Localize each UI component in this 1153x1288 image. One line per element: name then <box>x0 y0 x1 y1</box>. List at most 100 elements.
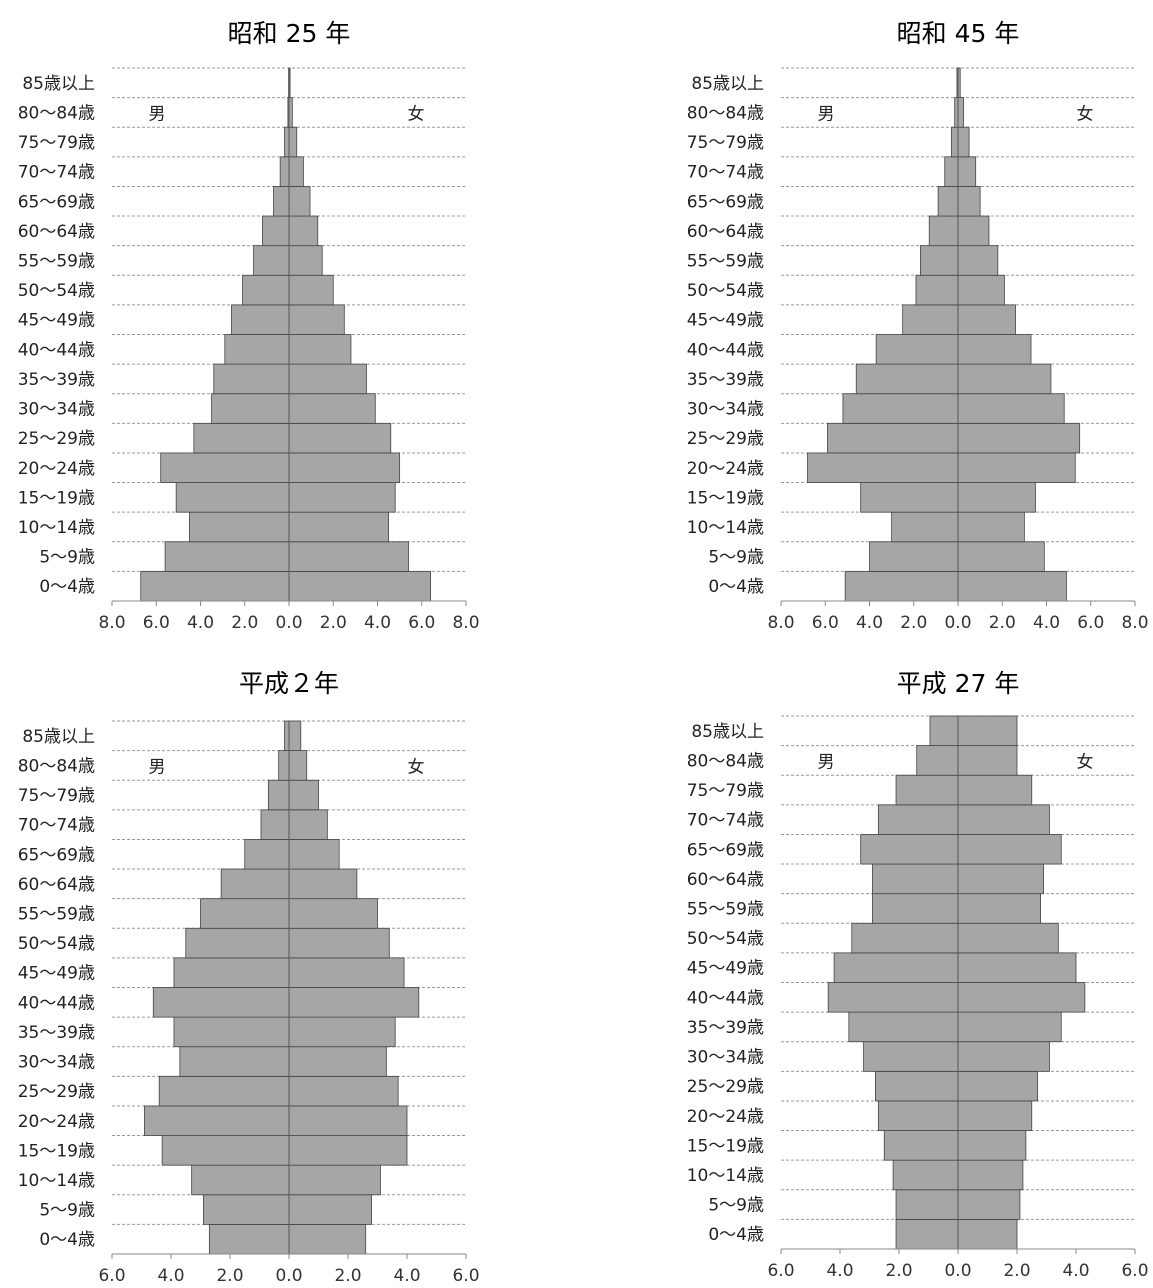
x-tick-label: 0.0 <box>275 1266 302 1286</box>
bar-female <box>957 1159 1024 1191</box>
age-label: 25～29歳 <box>687 429 764 449</box>
bar-female <box>288 393 376 424</box>
age-label: 60～64歳 <box>18 222 95 242</box>
male-label: 男 <box>818 752 835 772</box>
x-tick-label: 2.0 <box>885 1261 912 1281</box>
x-tick-label: 4.0 <box>856 613 883 633</box>
age-label: 5～9歳 <box>39 548 95 568</box>
age-label: 35～39歳 <box>687 1018 764 1038</box>
x-tick-label: 4.0 <box>187 613 214 633</box>
age-label: 45～49歳 <box>687 311 764 331</box>
female-label: 女 <box>1077 752 1094 772</box>
x-tick-label: 8.0 <box>1121 613 1148 633</box>
age-label: 25～29歳 <box>18 429 95 449</box>
age-label: 45～49歳 <box>687 959 764 979</box>
bar-female <box>957 334 1032 365</box>
x-tick-label: 2.0 <box>216 1266 243 1286</box>
age-label: 30～34歳 <box>18 1053 95 1073</box>
age-label: 80～84歳 <box>18 103 95 123</box>
age-label: 85歳以上 <box>22 74 95 94</box>
x-tick-label: 8.0 <box>98 613 125 633</box>
age-label: 65～69歳 <box>687 192 764 212</box>
x-tick-label: 4.0 <box>1062 1261 1089 1281</box>
bar-female <box>957 274 1005 306</box>
age-label: 30～34歳 <box>687 1048 764 1068</box>
bar-male <box>902 304 959 335</box>
bar-female <box>957 570 1067 602</box>
bar-male <box>211 393 290 424</box>
age-label: 40～44歳 <box>687 988 764 1008</box>
chart-title: 平成２年 <box>238 669 339 698</box>
age-label: 55～59歳 <box>687 899 764 919</box>
bar-male <box>152 987 290 1018</box>
age-label: 55～59歳 <box>687 251 764 271</box>
male-label: 男 <box>149 104 166 124</box>
bar-female <box>957 1041 1050 1072</box>
age-label: 85歳以上 <box>691 74 764 94</box>
bar-male <box>185 927 290 959</box>
bar-female <box>288 274 334 306</box>
age-label: 75～79歳 <box>687 781 764 801</box>
age-label: 20～24歳 <box>18 459 95 479</box>
x-tick-label: 6.0 <box>452 1266 479 1286</box>
age-label: 35～39歳 <box>18 1023 95 1043</box>
age-label: 60～64歳 <box>687 222 764 242</box>
bar-female <box>957 834 1062 865</box>
age-label: 50～54歳 <box>18 934 95 954</box>
bar-female <box>288 422 392 454</box>
x-tick-label: 6.0 <box>767 1261 794 1281</box>
age-label: 60～64歳 <box>687 870 764 890</box>
bar-male <box>807 452 959 483</box>
bar-male <box>173 957 290 988</box>
male-label: 男 <box>149 757 166 777</box>
age-label: 30～34歳 <box>18 400 95 420</box>
x-tick-label: 2.0 <box>231 613 258 633</box>
bar-female <box>288 245 323 276</box>
bar-female <box>957 511 1025 543</box>
age-label: 65～69歳 <box>18 845 95 865</box>
bar-female <box>288 1194 372 1225</box>
bar-female <box>957 1011 1062 1043</box>
bar-female <box>288 1046 387 1077</box>
age-label: 15～19歳 <box>687 488 764 508</box>
bar-female <box>957 745 1018 776</box>
bar-male <box>144 1105 290 1136</box>
age-label: 5～9歳 <box>708 548 764 568</box>
age-label: 35～39歳 <box>687 370 764 390</box>
bar-female <box>957 715 1018 747</box>
bar-male <box>860 482 959 513</box>
x-tick-label: 4.0 <box>157 1266 184 1286</box>
chart-title: 昭和 45 年 <box>896 19 1020 48</box>
bar-male <box>848 1011 959 1043</box>
age-label: 10～14歳 <box>687 1166 764 1186</box>
bar-female <box>288 809 328 840</box>
x-tick-label: 2.0 <box>1003 1261 1030 1281</box>
bar-female <box>957 541 1045 572</box>
bar-male <box>140 570 290 602</box>
age-label: 15～19歳 <box>18 488 95 508</box>
age-label: 40～44歳 <box>18 993 95 1013</box>
bar-male <box>189 511 290 543</box>
age-label: 50～54歳 <box>18 281 95 301</box>
age-label: 65～69歳 <box>18 192 95 212</box>
bar-male <box>869 541 959 572</box>
bar-female <box>288 482 396 513</box>
bar-female <box>957 1218 1018 1250</box>
age-label: 70～74歳 <box>687 811 764 831</box>
x-tick-label: 6.0 <box>98 1266 125 1286</box>
age-label: 0～4歳 <box>708 1225 764 1245</box>
bar-male <box>919 245 959 276</box>
bar-male <box>842 393 959 424</box>
bar-male <box>203 1194 290 1225</box>
x-tick-label: 8.0 <box>767 613 794 633</box>
bar-female <box>288 898 378 929</box>
bar-male <box>173 1016 290 1048</box>
x-tick-label: 2.0 <box>900 613 927 633</box>
age-label: 50～54歳 <box>687 929 764 949</box>
age-label: 5～9歳 <box>39 1201 95 1221</box>
bar-female <box>288 957 405 988</box>
bar-male <box>929 715 959 747</box>
